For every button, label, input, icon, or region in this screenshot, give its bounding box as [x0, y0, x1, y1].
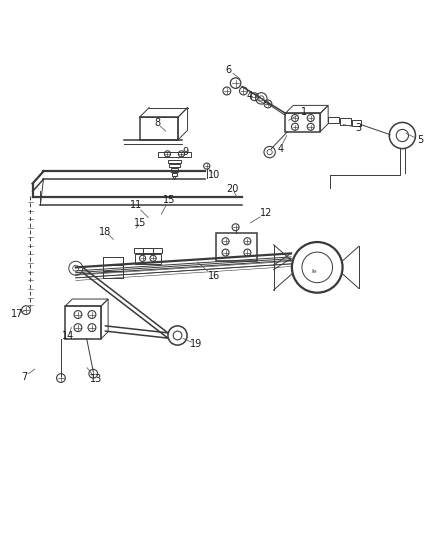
- Text: 18: 18: [99, 227, 112, 237]
- Bar: [172, 173, 177, 176]
- Bar: [65, 306, 101, 339]
- Bar: [103, 257, 123, 265]
- Bar: [216, 233, 257, 261]
- Bar: [135, 254, 161, 264]
- Text: 10: 10: [208, 170, 220, 180]
- Text: 3: 3: [356, 123, 362, 133]
- Bar: [103, 271, 123, 278]
- Bar: [170, 168, 178, 172]
- Bar: [169, 164, 180, 167]
- Text: 20: 20: [226, 184, 238, 194]
- Text: 9: 9: [182, 147, 188, 157]
- Bar: [328, 117, 339, 123]
- Text: 12: 12: [260, 208, 272, 218]
- Bar: [158, 152, 191, 157]
- Text: 17: 17: [11, 309, 24, 319]
- Text: 6: 6: [226, 65, 232, 75]
- Text: 16: 16: [208, 271, 220, 281]
- Bar: [352, 120, 361, 126]
- Text: 15: 15: [134, 218, 147, 228]
- Bar: [140, 117, 178, 140]
- Bar: [340, 118, 351, 125]
- Text: 19: 19: [190, 339, 202, 349]
- Text: 11: 11: [130, 200, 142, 211]
- Bar: [143, 248, 162, 253]
- Text: 14: 14: [62, 332, 74, 341]
- Bar: [134, 248, 153, 253]
- Bar: [168, 159, 181, 163]
- Text: 8: 8: [154, 118, 160, 128]
- Text: 13: 13: [90, 374, 102, 384]
- Bar: [286, 113, 320, 132]
- Text: 1: 1: [301, 107, 307, 117]
- Text: 5: 5: [417, 135, 423, 145]
- Text: 15: 15: [162, 195, 175, 205]
- Text: 4: 4: [277, 143, 283, 154]
- Text: le: le: [311, 269, 317, 274]
- Text: 4: 4: [247, 91, 253, 101]
- Text: 7: 7: [21, 372, 28, 382]
